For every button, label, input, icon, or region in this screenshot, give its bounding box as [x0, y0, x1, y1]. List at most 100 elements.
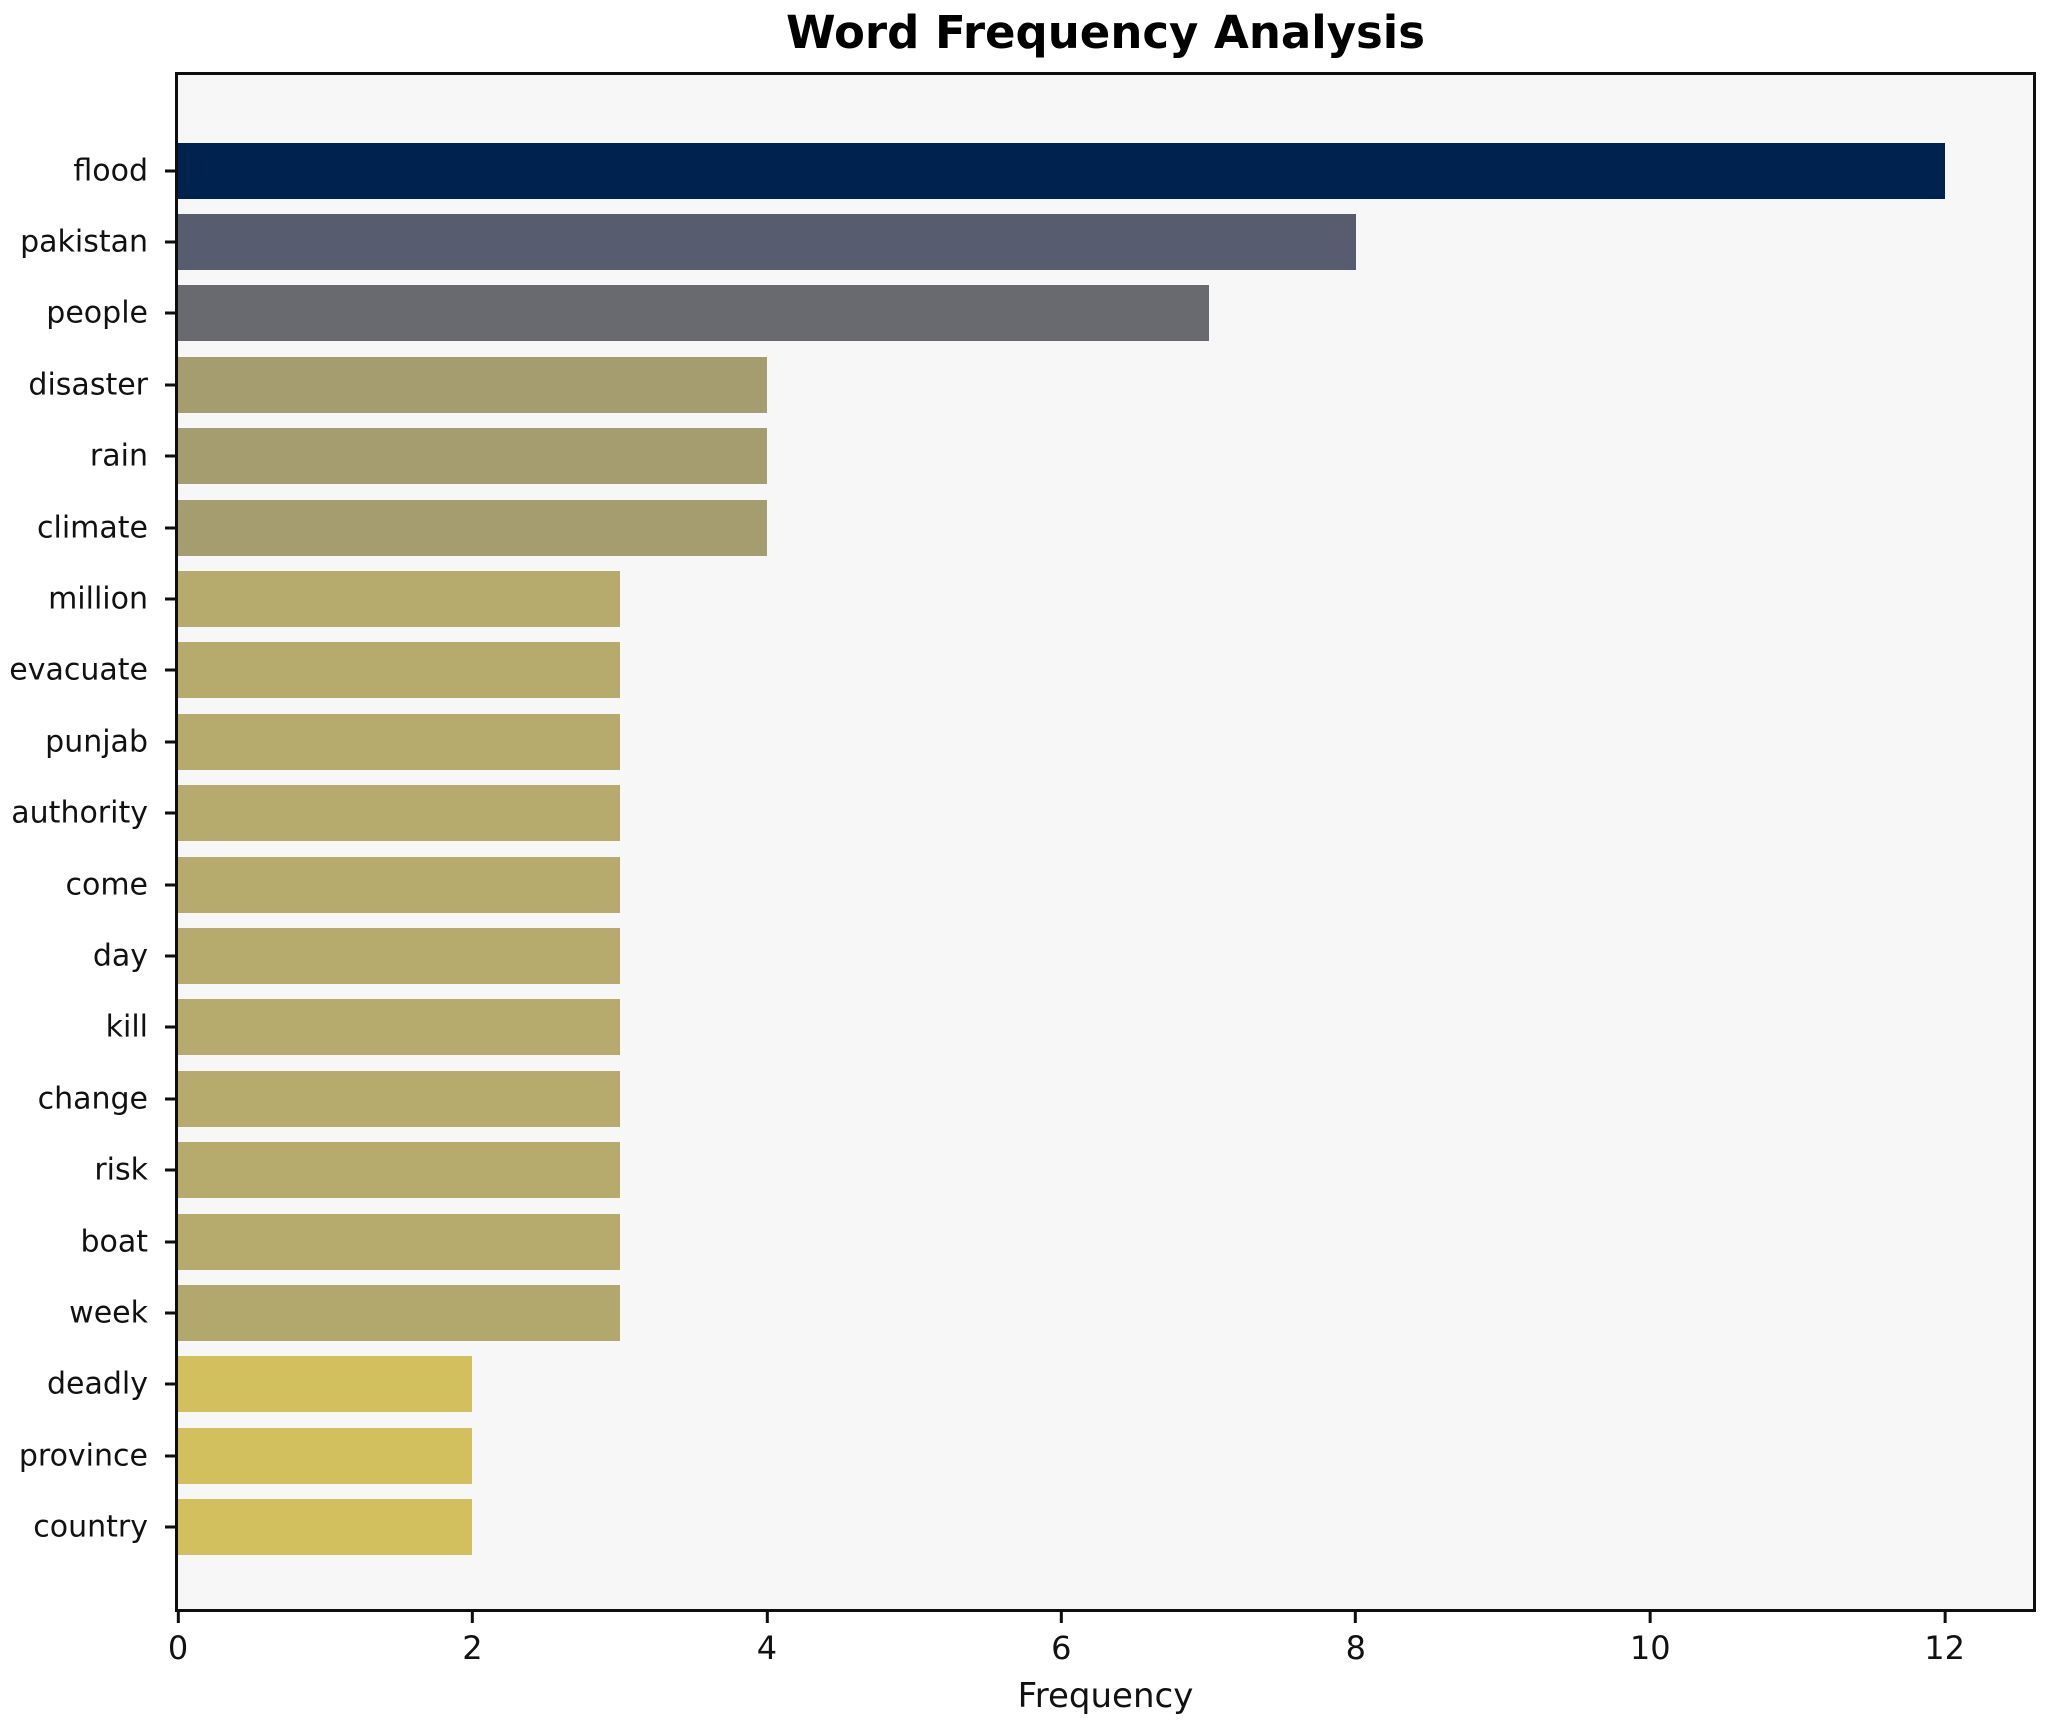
x-tick-label: 2	[462, 1629, 483, 1667]
bar	[178, 1142, 620, 1199]
y-tick-label: climate	[37, 510, 148, 546]
x-tick-mark	[1943, 1612, 1947, 1623]
y-tick-label: country	[33, 1509, 148, 1545]
bar-rows-container: flood pakistan people disaster rain climate mi…	[9, 75, 2033, 1563]
y-tick-label: come	[65, 867, 148, 903]
y-tick-mark	[165, 526, 175, 530]
y-tick-mark	[165, 1168, 175, 1172]
bar	[178, 1284, 620, 1341]
bar-row: change	[38, 1063, 2033, 1134]
y-tick-label: punjab	[45, 724, 148, 760]
x-tick-mark	[1648, 1612, 1652, 1623]
bar-row: disaster	[28, 349, 2033, 420]
bar-row: authority	[11, 778, 2033, 849]
y-tick-mark	[165, 454, 175, 458]
y-tick-mark	[165, 668, 175, 672]
plot-area: flood pakistan people disaster rain climate mi…	[9, 72, 2036, 1612]
x-axis: 0 2 4 6 8 10 12	[168, 1612, 2033, 1682]
x-tick-mark	[1354, 1612, 1358, 1623]
y-tick-mark	[165, 1525, 175, 1529]
bar-row: flood	[73, 135, 2033, 206]
bar-row: risk	[94, 1134, 2033, 1205]
y-tick-label: disaster	[28, 367, 148, 403]
y-tick-mark	[165, 1025, 175, 1029]
y-tick-label: evacuate	[9, 652, 148, 688]
x-tick-label: 8	[1345, 1629, 1366, 1667]
bar	[178, 571, 620, 628]
y-tick-mark	[165, 597, 175, 601]
y-tick-label: week	[69, 1295, 148, 1331]
x-tick-label: 4	[756, 1629, 778, 1667]
y-tick-mark	[165, 1382, 175, 1386]
bar-row: rain	[90, 421, 2033, 492]
bar	[178, 1213, 620, 1270]
y-tick-mark	[165, 883, 175, 887]
x-tick-label: 10	[1629, 1629, 1671, 1667]
y-tick-mark	[165, 311, 175, 315]
x-axis-label: Frequency	[1017, 1676, 1194, 1716]
bar-row: deadly	[47, 1349, 2033, 1420]
x-tick-mark	[470, 1612, 474, 1623]
x-tick: 10	[1630, 1612, 1671, 1667]
x-tick-mark	[176, 1612, 180, 1623]
bar-row: day	[93, 920, 2033, 991]
y-tick-mark	[165, 383, 175, 387]
y-tick-mark	[165, 1240, 175, 1244]
y-tick-label: change	[37, 1081, 148, 1117]
bar	[178, 285, 1209, 342]
bar-row: week	[69, 1277, 2033, 1348]
bar	[178, 499, 767, 556]
y-tick-mark	[165, 954, 175, 958]
x-tick-label: 6	[1051, 1629, 1072, 1667]
y-tick-label: boat	[80, 1224, 148, 1260]
y-tick-mark	[165, 740, 175, 744]
y-tick-label: risk	[94, 1152, 148, 1188]
bar	[178, 999, 620, 1056]
bar-row: country	[33, 1491, 2033, 1562]
y-tick-label: million	[48, 581, 148, 617]
bar-row: climate	[37, 492, 2033, 563]
bar-row: million	[48, 563, 2033, 634]
bar	[178, 642, 620, 699]
x-tick: 8	[1346, 1612, 1366, 1667]
y-tick-mark	[165, 240, 175, 244]
chart-title: Word Frequency Analysis	[785, 6, 1426, 59]
y-tick-mark	[165, 1454, 175, 1458]
bar-row: evacuate	[9, 635, 2033, 706]
x-tick-mark	[765, 1612, 769, 1623]
bar	[178, 356, 767, 413]
y-tick-mark	[165, 811, 175, 815]
bar	[178, 1070, 620, 1127]
y-tick-label: deadly	[46, 1366, 148, 1402]
y-tick-label: authority	[11, 795, 148, 831]
bar	[178, 1499, 473, 1556]
bar	[178, 1427, 473, 1484]
y-tick-label: people	[46, 295, 148, 331]
bar	[178, 214, 1356, 271]
bar-row: pakistan	[20, 206, 2033, 277]
bar	[178, 142, 1945, 199]
y-tick-label: pakistan	[20, 224, 148, 260]
bar-row: province	[19, 1420, 2033, 1491]
y-tick-label: province	[18, 1438, 148, 1474]
bar	[178, 856, 620, 913]
x-tick: 0	[168, 1612, 188, 1667]
bar-row: boat	[80, 1206, 2033, 1277]
bar-row: come	[65, 849, 2033, 920]
x-tick-label: 12	[1924, 1629, 1966, 1667]
bar-row: punjab	[45, 706, 2033, 777]
y-tick-label: kill	[105, 1009, 148, 1045]
x-tick-mark	[1059, 1612, 1063, 1623]
bar	[178, 927, 620, 984]
x-tick: 4	[757, 1612, 777, 1667]
y-tick-mark	[165, 1097, 175, 1101]
bar	[178, 428, 767, 485]
bar	[178, 1356, 473, 1413]
bar-row: kill	[106, 992, 2033, 1063]
y-tick-label: day	[92, 938, 148, 974]
bar-row: people	[46, 278, 2033, 349]
x-tick: 12	[1924, 1612, 1965, 1667]
y-tick-label: flood	[73, 153, 148, 189]
x-tick-label: 0	[167, 1629, 189, 1667]
